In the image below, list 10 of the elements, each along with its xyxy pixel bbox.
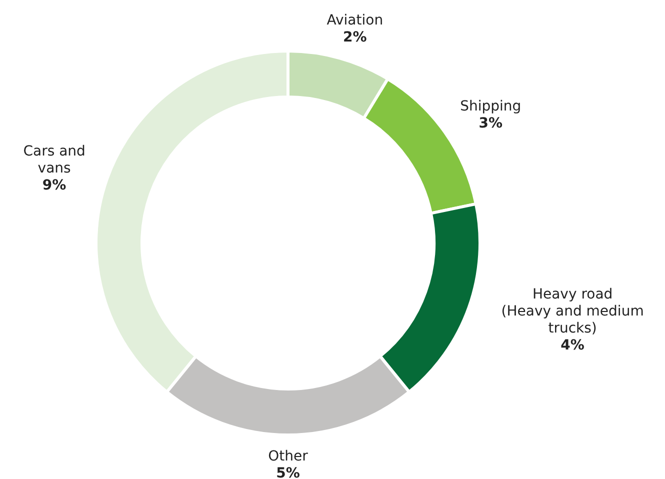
data-label: 9%	[42, 178, 66, 194]
slice-label: Heavy road (Heavy and medium trucks)	[501, 286, 644, 337]
slice-label: Aviation	[326, 12, 384, 29]
slice-label: Other	[268, 448, 308, 464]
data-label: 5%	[276, 466, 300, 479]
slice-label: Shipping	[460, 98, 522, 114]
data-label: 4%	[560, 338, 584, 354]
data-label: 3%	[478, 115, 502, 132]
data-label: 2%	[343, 30, 367, 46]
slice-label: Cars and vans	[23, 144, 86, 177]
